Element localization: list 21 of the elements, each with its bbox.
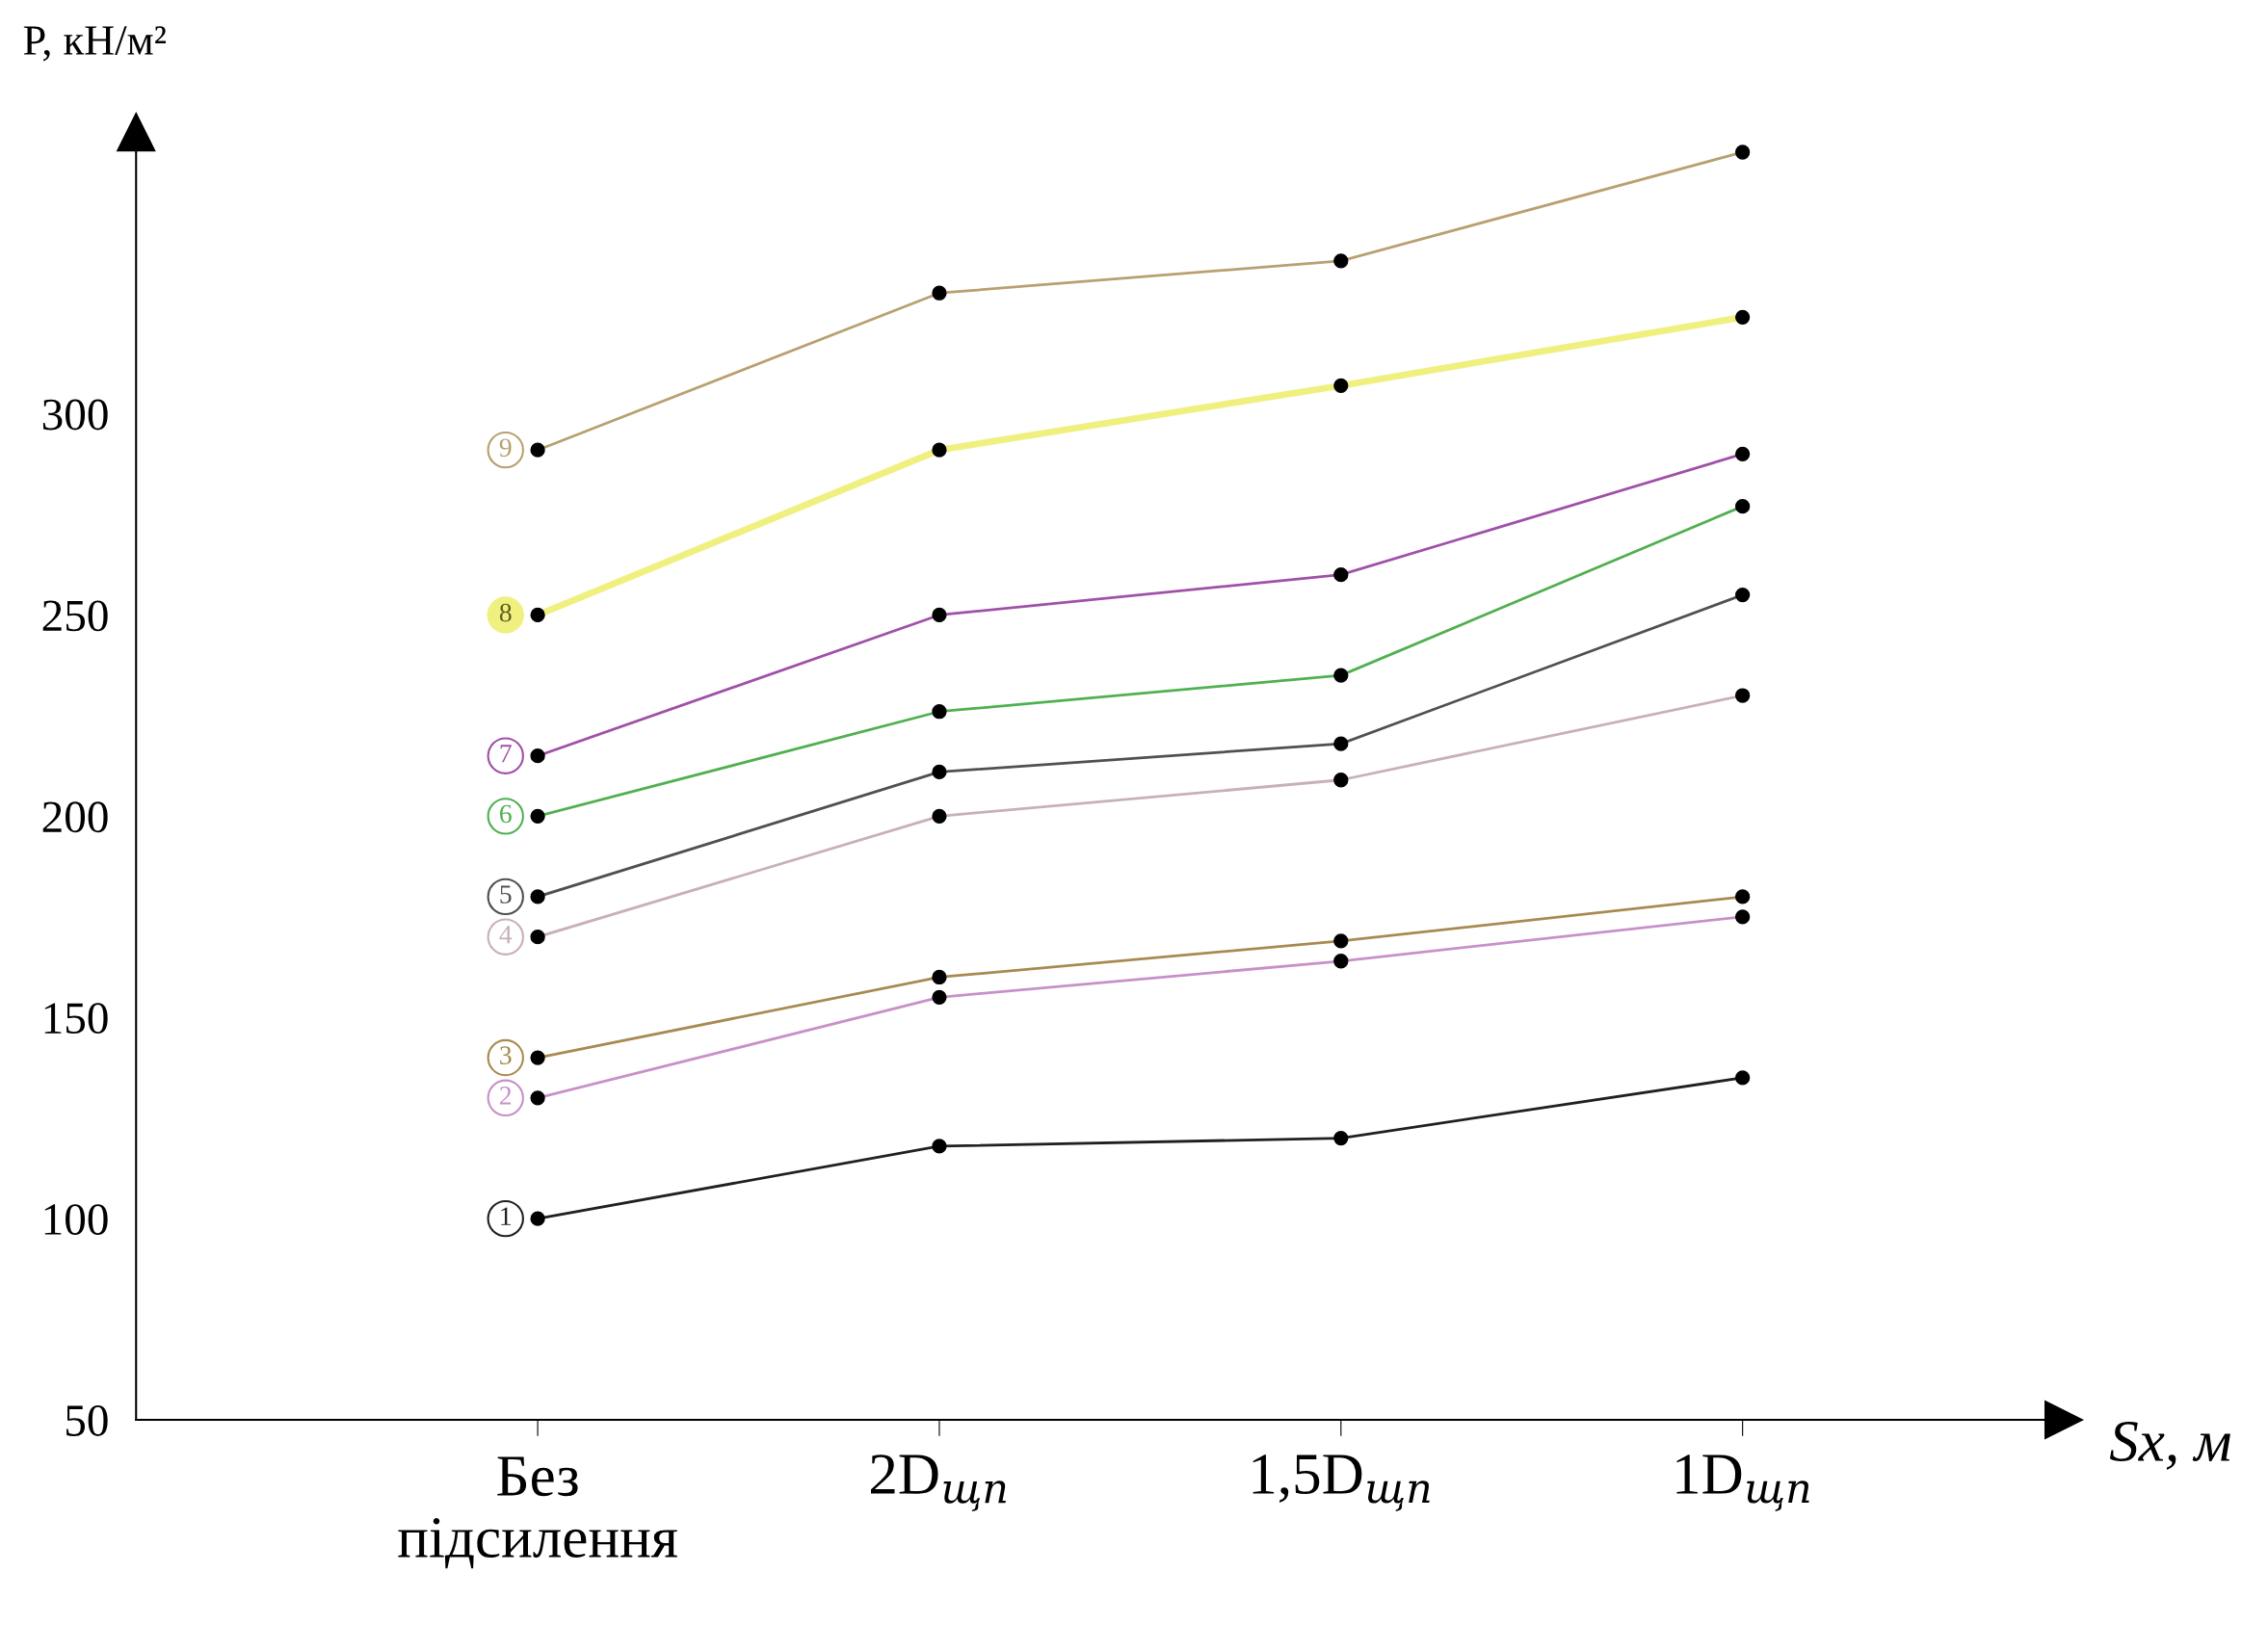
legend-label: 9 xyxy=(499,438,512,458)
legend-label: 6 xyxy=(499,804,512,824)
legend-label: 4 xyxy=(499,926,513,944)
y-tick-label: 150 xyxy=(44,1003,108,1035)
legend-label: 2 xyxy=(500,1087,512,1105)
x-tick-label: Без підсилення xyxy=(398,1456,677,1569)
legend-label: 1 xyxy=(501,1207,512,1225)
x-tick-label: 2D$_{щп}$ xyxy=(870,1454,1006,1512)
y-tick-label: 300 xyxy=(42,399,108,431)
legend-label: 8 xyxy=(499,603,512,622)
y-tick-label: 250 xyxy=(42,600,108,632)
y-tick-label: 50 xyxy=(66,1405,108,1436)
y-axis-title: P, кН/м² xyxy=(23,26,166,62)
legend-label: 3 xyxy=(500,1046,512,1064)
legend-label: 5 xyxy=(500,885,512,904)
legend-label: 7 xyxy=(500,745,512,763)
x-tick-label: 1,5D$_{щп}$ xyxy=(1253,1454,1430,1511)
y-tick-label: 200 xyxy=(42,801,108,833)
x-axis-title: Sx, м xyxy=(2109,1421,2230,1470)
y-tick-label: 100 xyxy=(44,1204,108,1235)
x-tick-label: 1D$_{щп}$ xyxy=(1676,1454,1809,1511)
